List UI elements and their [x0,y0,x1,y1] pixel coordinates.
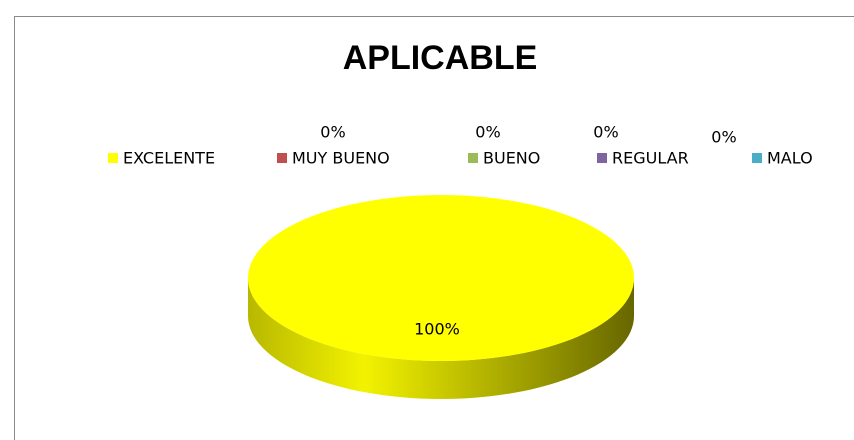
pie-slice [248,195,634,361]
legend-swatch [108,153,118,163]
legend-label: MUY BUENO [292,149,390,168]
pie-side-shade [248,278,634,399]
legend-swatch [752,153,762,163]
data-label: 100% [414,320,460,339]
legend-label: BUENO [483,149,540,168]
data-label: 0% [320,123,345,142]
legend-label: MALO [767,149,813,168]
legend-swatch [597,153,607,163]
data-label: 0% [475,123,500,142]
chart-title: APLICABLE [343,39,538,77]
legend-swatch [468,153,478,163]
legend-swatch [277,153,287,163]
legend-label: REGULAR [612,149,689,168]
data-label: 0% [593,123,618,142]
legend-label: EXCELENTE [123,149,215,168]
data-label: 0% [711,128,736,147]
